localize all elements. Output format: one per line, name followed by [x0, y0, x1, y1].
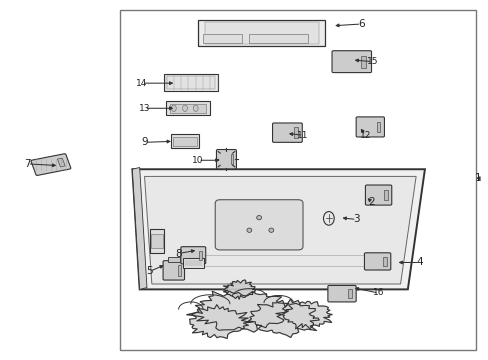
Text: 5: 5: [146, 266, 152, 276]
Ellipse shape: [193, 105, 198, 112]
Bar: [376, 122, 380, 132]
Bar: [383, 257, 386, 266]
Polygon shape: [132, 169, 424, 289]
Bar: [178, 265, 181, 275]
Text: 9: 9: [141, 138, 147, 147]
Bar: [150, 229, 163, 253]
Polygon shape: [186, 291, 288, 332]
Bar: [204, 22, 318, 44]
Bar: [170, 134, 199, 148]
Polygon shape: [248, 299, 319, 338]
Polygon shape: [189, 305, 253, 338]
Bar: [249, 34, 307, 42]
Text: 14: 14: [136, 79, 147, 88]
Bar: [166, 76, 215, 89]
Text: 10: 10: [192, 156, 203, 165]
Bar: [203, 34, 242, 42]
FancyBboxPatch shape: [182, 258, 203, 269]
FancyBboxPatch shape: [31, 154, 71, 175]
Text: 1: 1: [474, 173, 481, 183]
FancyBboxPatch shape: [170, 104, 206, 113]
Polygon shape: [275, 301, 331, 329]
FancyBboxPatch shape: [215, 200, 303, 250]
FancyBboxPatch shape: [181, 247, 205, 264]
FancyBboxPatch shape: [365, 185, 391, 205]
Bar: [199, 251, 202, 260]
Bar: [163, 74, 217, 91]
FancyBboxPatch shape: [355, 117, 384, 137]
Text: 15: 15: [366, 57, 377, 66]
Bar: [167, 257, 179, 262]
FancyBboxPatch shape: [163, 261, 184, 280]
Text: 2: 2: [367, 197, 374, 207]
FancyBboxPatch shape: [173, 136, 196, 146]
FancyBboxPatch shape: [216, 149, 236, 169]
Text: 6: 6: [358, 19, 364, 29]
Bar: [230, 154, 233, 165]
FancyBboxPatch shape: [272, 123, 302, 142]
Polygon shape: [144, 176, 415, 284]
Text: 13: 13: [139, 104, 150, 113]
FancyBboxPatch shape: [331, 51, 371, 73]
Bar: [166, 101, 210, 116]
Ellipse shape: [246, 228, 251, 232]
Text: 11: 11: [297, 131, 308, 140]
Text: 16: 16: [372, 288, 384, 297]
Bar: [384, 190, 387, 201]
Text: 3: 3: [353, 215, 359, 224]
Ellipse shape: [256, 216, 261, 220]
Bar: [293, 127, 298, 138]
Ellipse shape: [171, 105, 176, 112]
Ellipse shape: [182, 105, 187, 112]
Polygon shape: [222, 280, 255, 299]
Bar: [58, 158, 65, 167]
FancyBboxPatch shape: [327, 285, 355, 302]
Text: 4: 4: [416, 257, 423, 267]
Bar: [347, 289, 351, 298]
Bar: [360, 56, 366, 68]
Ellipse shape: [268, 228, 273, 232]
Ellipse shape: [323, 212, 333, 225]
Text: 7: 7: [24, 159, 31, 169]
FancyBboxPatch shape: [364, 253, 390, 270]
Bar: [120, 10, 475, 350]
Polygon shape: [132, 167, 147, 289]
Text: 8: 8: [175, 248, 182, 258]
Bar: [198, 19, 325, 46]
FancyBboxPatch shape: [150, 234, 163, 248]
Text: 12: 12: [359, 131, 370, 140]
